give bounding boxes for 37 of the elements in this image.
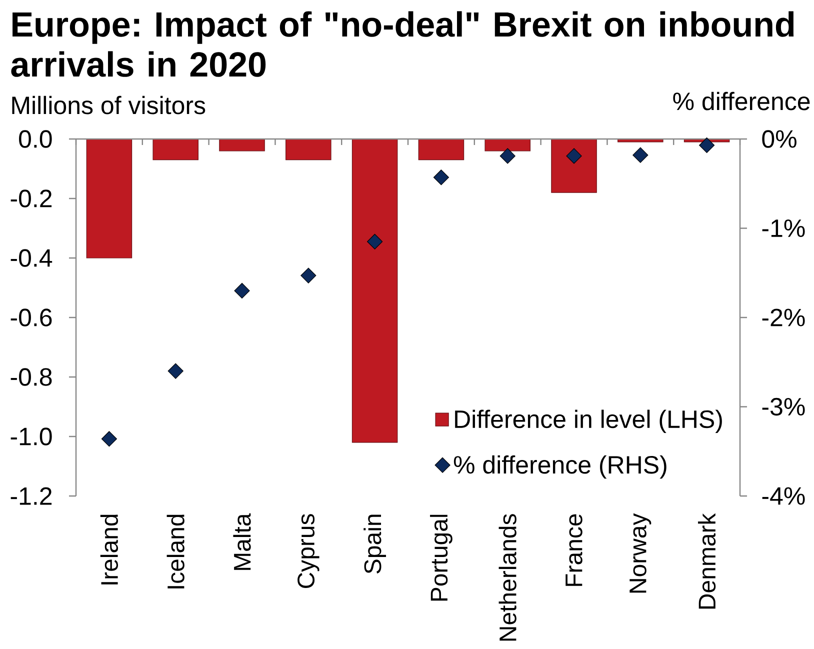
x-tick-label: France <box>566 514 582 586</box>
y2-tick-label: 0% <box>762 130 796 148</box>
y2-tick-label: -4% <box>762 487 805 505</box>
point <box>566 148 582 164</box>
y-tick-label: -0.2 <box>10 190 52 208</box>
point <box>367 234 383 250</box>
x-tick-label: Cyprus <box>298 514 320 588</box>
y2-axis-title: % difference <box>673 92 810 110</box>
x-tick-label: Norway <box>630 513 652 593</box>
point <box>234 282 250 299</box>
point <box>300 268 316 284</box>
point <box>433 170 450 186</box>
y-tick-label: -0.4 <box>10 249 52 267</box>
y-tick-label: -0.8 <box>10 368 52 386</box>
point <box>101 431 117 447</box>
legend-label: Difference in level (LHS) <box>455 410 722 434</box>
x-tick-label: Ireland <box>100 514 118 584</box>
y-tick-label: -1.2 <box>10 487 52 505</box>
y-tick-label: -0.6 <box>10 308 52 326</box>
legend-label: % difference (RHS) <box>454 455 666 479</box>
chart-title: Europe: Impact of "no-deal" Brexit on inbound arrivals in 2020 <box>11 11 794 77</box>
point <box>632 147 648 163</box>
x-tick-label: Denmark <box>698 513 716 609</box>
point <box>168 363 184 379</box>
x-tick-label: Iceland <box>166 514 184 588</box>
y2-tick-label: -3% <box>762 398 805 416</box>
y2-tick-label: -1% <box>762 220 805 237</box>
point <box>500 148 516 164</box>
y-axis-title: Millions of visitors <box>12 96 206 114</box>
x-tick-label: Netherlands <box>498 514 516 641</box>
y-tick-label: 0.0 <box>19 130 52 148</box>
x-tick-label: Malta <box>233 513 251 570</box>
point <box>699 137 715 154</box>
y2-tick-label: -2% <box>762 308 805 326</box>
x-tick-label: Portugal <box>430 514 452 601</box>
x-tick-label: Spain <box>364 514 386 574</box>
y-tick-label: -1.0 <box>10 428 52 446</box>
